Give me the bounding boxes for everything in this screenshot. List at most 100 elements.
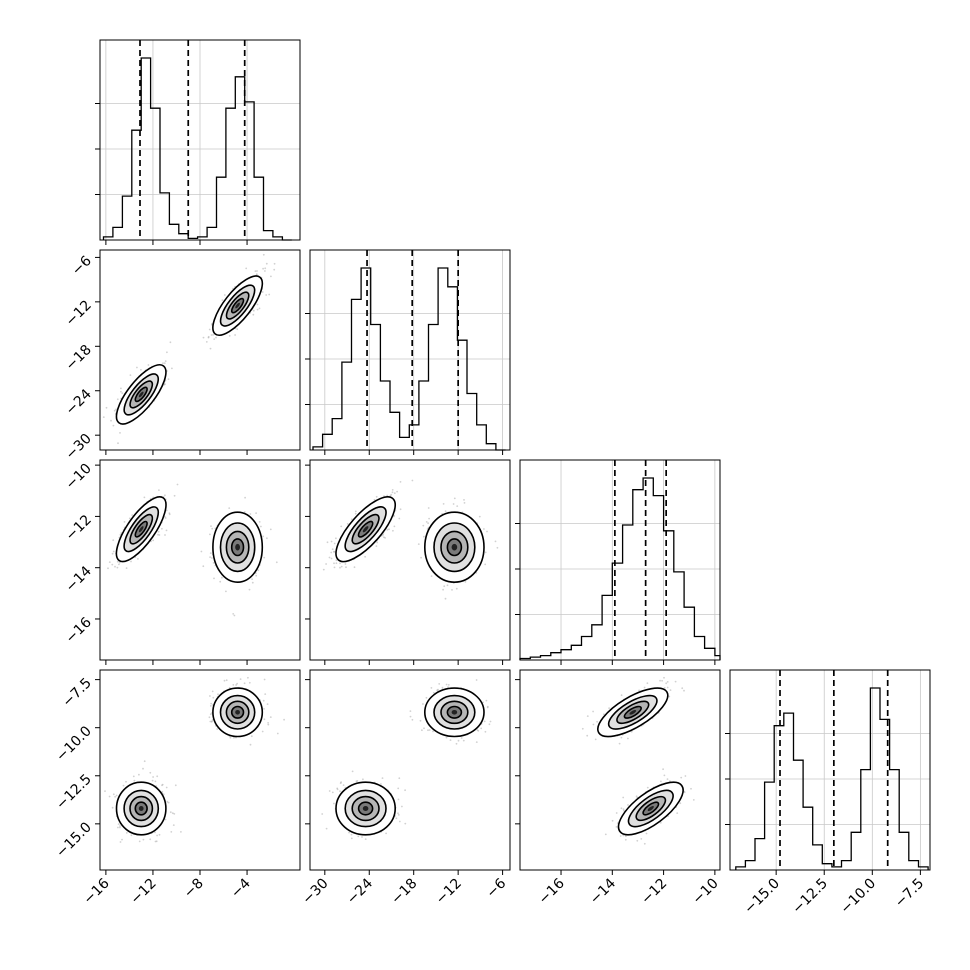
scatter-point [385,832,387,835]
scatter-point [110,419,112,422]
scatter-point [221,576,223,579]
scatter-point [252,313,255,316]
scatter-point [692,799,695,801]
scatter-point [142,767,144,770]
scatter-point [384,537,386,539]
scatter-point [209,552,212,554]
scatter-point [256,303,259,306]
scatter-point [129,374,132,376]
scatter-point [361,836,363,838]
scatter-point [331,548,334,551]
scatter-point [212,334,215,336]
scatter-point [328,556,331,559]
scatter-point [149,838,152,841]
scatter-point [447,684,450,686]
scatter-point [116,566,119,569]
scatter-point [164,494,166,497]
scatter-point [115,794,118,797]
scatter-point [210,525,212,527]
scatter-point [393,492,396,495]
scatter-point [335,562,338,565]
scatter-point [478,515,481,518]
scatter-point [270,275,272,278]
scatter-point [683,689,685,692]
panel-2d-3-1 [309,669,511,871]
scatter-point [646,786,649,789]
scatter-point [475,741,478,743]
scatter-point [164,360,167,362]
scatter-point [164,517,167,519]
scatter-point [669,780,671,782]
scatter-point [217,693,219,696]
scatter-point [444,510,447,513]
scatter-point [239,678,242,680]
scatter-point [112,539,115,542]
scatter-point [161,527,163,530]
scatter-point [488,723,491,726]
scatter-point [140,368,142,371]
scatter-point [216,728,219,730]
scatter-point [409,715,412,718]
panel-frame [309,459,511,661]
scatter-point [114,565,116,568]
scatter-point [342,784,345,786]
scatter-point [401,805,403,808]
scatter-point [235,684,238,686]
panel-2d-2-0 [99,459,301,661]
scatter-point [339,782,342,785]
scatter-point [336,788,339,791]
scatter-point [121,392,124,394]
scatter-point [162,793,165,796]
scatter-point [207,336,210,339]
density-contours [335,781,397,836]
scatter-point [245,267,248,270]
scatter-point [485,699,488,702]
scatter-point [404,822,407,825]
scatter-point [663,676,665,679]
scatter-point [225,679,228,682]
scatter-point [427,729,429,732]
scatter-point [463,499,465,501]
scatter-point [496,546,499,549]
scatter-point [167,801,170,804]
scatter-point [263,678,266,681]
scatter-point [344,563,347,565]
density-peak [362,526,369,533]
scatter-point [331,791,334,794]
scatter-point [390,493,393,496]
scatter-point [354,512,357,515]
scatter-point [376,541,379,544]
scatter-point [266,537,268,540]
scatter-point [397,798,400,801]
scatter-point [234,334,237,336]
scatter-point [209,720,212,723]
density-peak [235,302,240,309]
density-contours [115,364,167,425]
scatter-point [202,565,205,568]
scatter-point [111,806,114,809]
scatter-point [151,779,154,782]
scatter-point [381,777,384,779]
scatter-point [638,689,640,692]
scatter-point [120,387,122,390]
scatter-point [455,742,458,745]
scatter-point [382,533,384,536]
scatter-point [386,529,389,531]
scatter-point [330,557,333,560]
scatter-point [142,838,145,841]
scatter-point [441,686,444,689]
scatter-point [125,832,128,834]
scatter-point [176,483,179,486]
panel-2d-2-1 [309,459,511,661]
scatter-point [104,790,106,792]
scatter-point [411,479,414,482]
scatter-point [255,574,258,577]
scatter-point [476,729,479,731]
scatter-point [380,783,382,785]
scatter-point [397,814,400,816]
scatter-point [627,804,629,806]
scatter-point [249,743,252,746]
scatter-point [258,307,261,310]
scatter-point [207,335,210,338]
scatter-point [339,790,341,793]
